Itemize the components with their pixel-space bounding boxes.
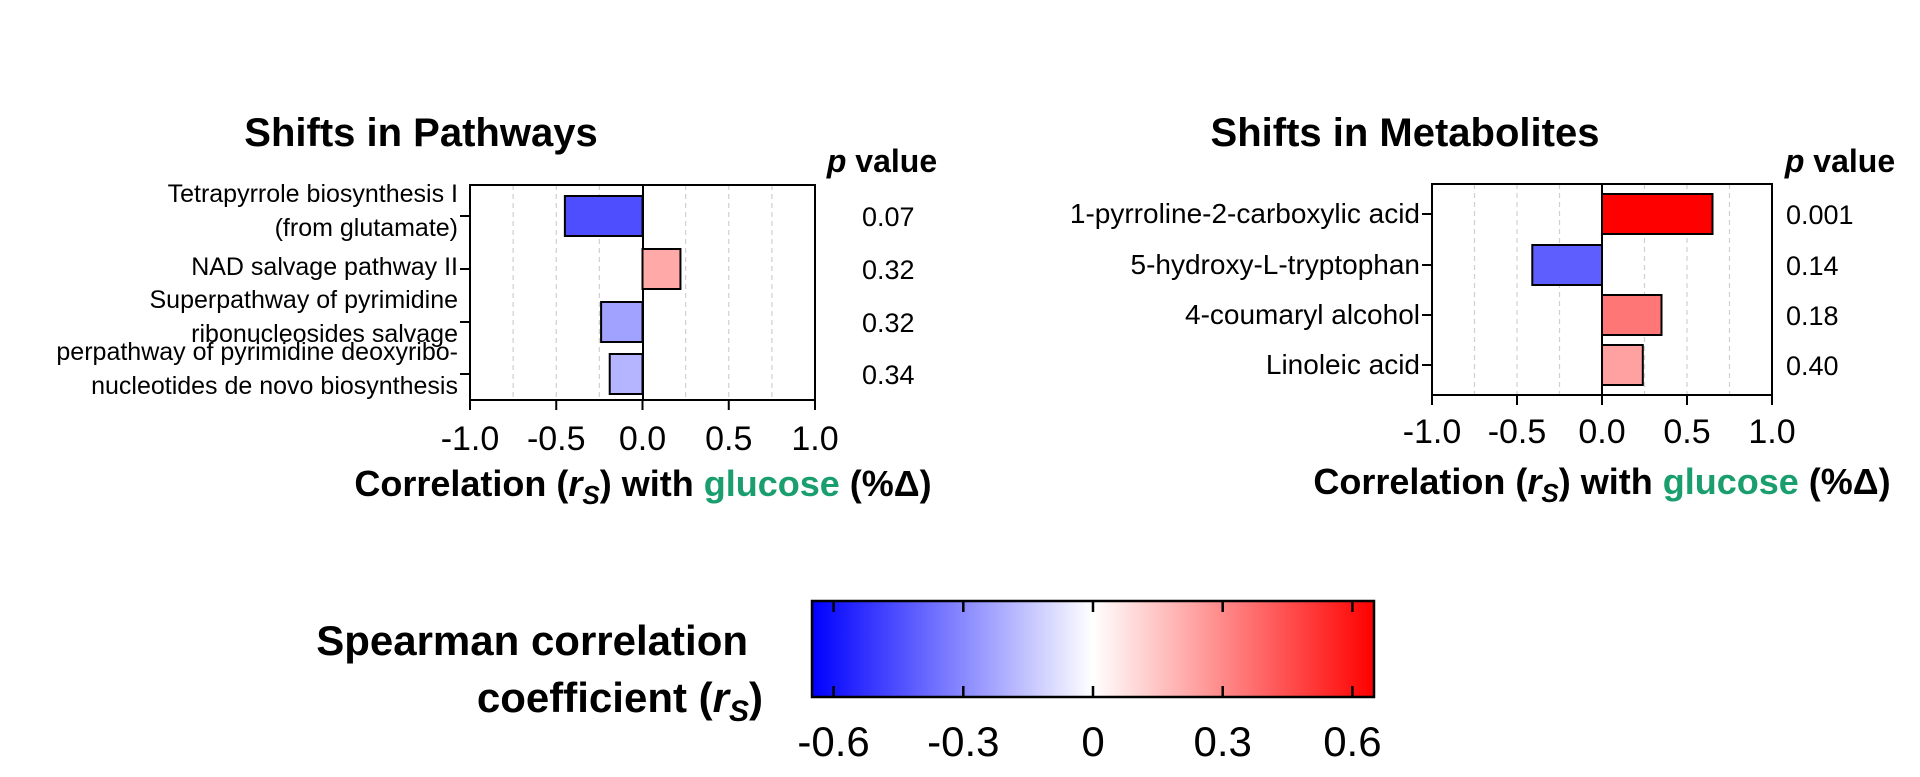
metabolites-bar [1601,193,1714,235]
metabolites-gridlines [1473,184,1731,395]
pathways-xlabel-suffix: (%Δ) [840,463,932,504]
colorbar-label-sub: S [729,695,749,728]
pathways-pvalue-header: p value [826,143,937,179]
colorbar-label-r: r [713,674,732,721]
pathways-pvalue: 0.32 [862,308,915,338]
colorbar-label-text: coefficient ( [477,674,713,721]
pathways-pvalue: 0.32 [862,255,915,285]
colorbar-tick-label: -0.3 [927,718,999,765]
pathways-pvalue-header-p: p [826,143,847,179]
pathways-xlabel-sub: S [582,480,600,510]
pathways-x-tick-label: -0.5 [527,420,586,458]
metabolites-xlabel-r: r [1527,461,1543,502]
pathways-category-label: Superpathway of pyrimidine [150,286,459,314]
colorbar-tick-label: -0.6 [797,718,869,765]
pathways-pvalues: 0.07 0.32 0.32 0.34 [862,202,915,390]
metabolites-x-tick-label: 0.5 [1663,413,1710,451]
pathways-category-labels: Tetrapyrrole biosynthesis I (from glutama… [56,180,470,400]
colorbar-ticks: -0.6 -0.3 0 0.3 0.6 [797,601,1382,765]
metabolites-pvalue-header: p value [1784,143,1895,179]
colorbar-label-close: ) [749,674,763,721]
metabolites-title: Shifts in Metabolites [1211,111,1600,155]
metabolites-category-label: 4-coumaryl alcohol [1185,299,1420,330]
metabolites-category-label: 1-pyrroline-2-carboxylic acid [1070,198,1420,229]
metabolites-x-tick-label: -0.5 [1488,413,1547,451]
pathways-pvalue: 0.07 [862,202,915,232]
metabolites-xlabel-prefix: Correlation ( [1313,461,1527,502]
metabolites-xlabel-sub: S [1541,478,1559,508]
pathways-category-label: NAD salvage pathway II [191,253,458,281]
metabolites-x-tick-label: -1.0 [1403,413,1462,451]
metabolites-bar [1601,344,1644,386]
metabolites-xlabel-glucose: glucose [1663,461,1799,502]
pathways-x-tick-label: 0.5 [705,420,752,458]
pathways-category-label: nucleotides de novo biosynthesis [91,372,458,400]
metabolites-pvalue: 0.14 [1786,251,1839,281]
metabolites-x-ticks: -1.0 -0.5 0.0 0.5 1.0 [1403,395,1796,451]
colorbar-label-line2: coefficient (rS) [477,674,763,728]
pathways-bar [563,195,644,237]
pathways-category-label: perpathway of pyrimidine deoxyribo- [56,338,458,366]
pathways-x-ticks: -1.0 -0.5 0.0 0.5 1.0 [441,400,839,458]
pathways-title: Shifts in Pathways [244,111,597,155]
pathways-xlabel-r: r [568,463,584,504]
metabolites-xlabel-mid: ) with [1559,461,1663,502]
metabolites-x-axis-label: Correlation (rS) with glucose (%Δ) [1313,461,1890,508]
metabolites-category-labels: 1-pyrroline-2-carboxylic acid 5-hydroxy-L… [1070,198,1432,380]
pathways-pvalue-header-rest: value [846,143,937,179]
pathways-x-tick-label: 1.0 [791,420,838,458]
metabolites-bar [1531,244,1604,286]
metabolites-category-label: Linoleic acid [1266,349,1420,380]
metabolites-pvalues: 0.001 0.14 0.18 0.40 [1786,200,1854,381]
pathways-bar [641,248,682,290]
pathways-bar [600,301,644,343]
metabolites-panel: Shifts in Metabolites p value 1-pyrrolin… [1070,111,1895,508]
metabolites-pvalue: 0.40 [1786,351,1839,381]
metabolites-x-tick-label: 1.0 [1748,413,1795,451]
metabolites-pvalue-header-rest: value [1804,143,1895,179]
metabolites-bar [1601,294,1663,336]
metabolites-pvalue-header-p: p [1784,143,1805,179]
pathways-x-tick-label: 0.0 [619,420,666,458]
colorbar-tick-label: 0 [1081,718,1104,765]
metabolites-category-label: 5-hydroxy-L-tryptophan [1131,249,1420,280]
metabolites-pvalue: 0.001 [1786,200,1854,230]
pathways-xlabel-glucose: glucose [704,463,840,504]
pathways-x-tick-label: -1.0 [441,420,500,458]
colorbar-tick-label: 0.6 [1323,718,1381,765]
metabolites-pvalue: 0.18 [1786,301,1839,331]
metabolites-xlabel-suffix: (%Δ) [1799,461,1891,502]
pathways-panel: Shifts in Pathways p value Tetrapyrrole … [56,111,937,510]
colorbar-gradient [810,599,1376,699]
pathways-xlabel-prefix: Correlation ( [354,463,568,504]
pathways-bars [563,195,682,395]
metabolites-x-tick-label: 0.0 [1578,413,1625,451]
colorbar-legend: Spearman correlation coefficient (rS) -0… [316,599,1382,765]
pathways-category-label: (from glutamate) [275,214,458,242]
colorbar-label-line1: Spearman correlation [316,617,748,664]
pathways-bar [608,353,644,395]
pathways-category-label: ribonucleosides salvage [191,320,458,348]
pathways-x-axis-label: Correlation (rS) with glucose (%Δ) [354,463,931,510]
pathways-pvalue: 0.34 [862,360,915,390]
pathways-category-label: Tetrapyrrole biosynthesis I [168,180,458,208]
pathways-xlabel-mid: ) with [600,463,704,504]
colorbar-tick-label: 0.3 [1193,718,1251,765]
metabolites-bars [1531,193,1714,386]
